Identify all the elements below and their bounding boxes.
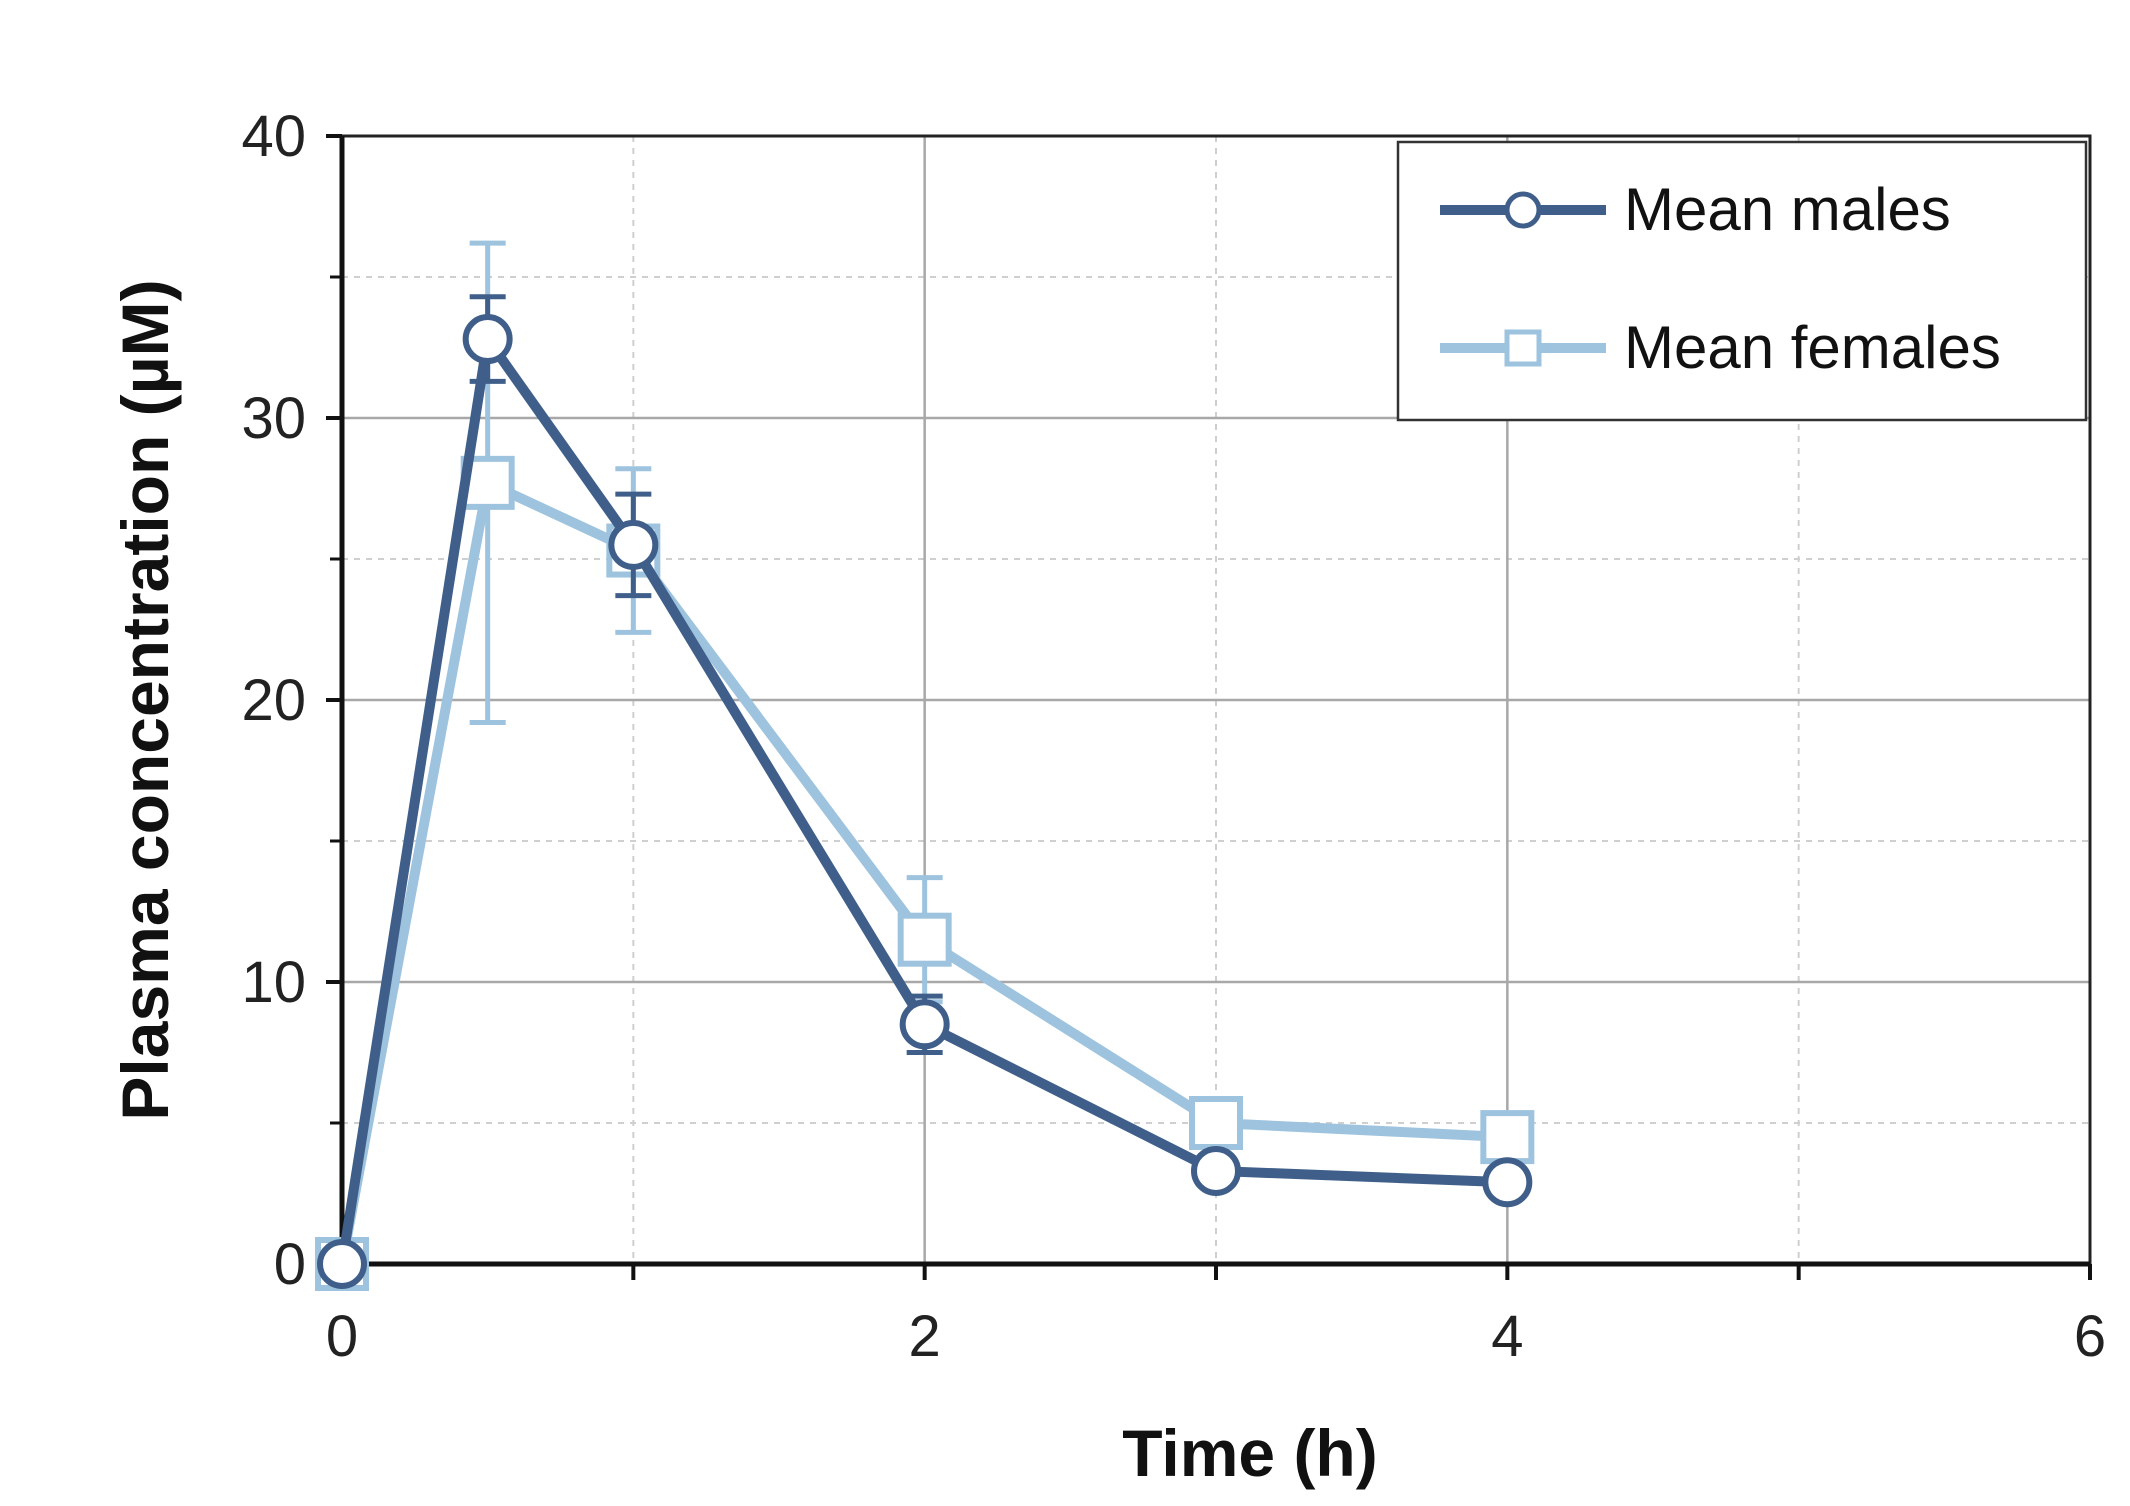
series-line xyxy=(337,477,1508,1265)
data-point-square xyxy=(1189,1096,1243,1150)
series-males xyxy=(317,294,1533,1289)
y-tick-label: 20 xyxy=(241,668,306,733)
x-tick-label: 6 xyxy=(2074,1304,2106,1369)
x-tick-label: 4 xyxy=(1491,1304,1523,1369)
y-tick-label: 10 xyxy=(241,950,306,1015)
legend-marker-females xyxy=(1504,329,1542,367)
data-point-circle xyxy=(1191,1145,1241,1196)
y-tick-label: 40 xyxy=(241,104,306,169)
data-point-square xyxy=(460,455,515,510)
data-point-circle xyxy=(899,999,950,1050)
legend: Mean males Mean females xyxy=(1396,140,2088,422)
data-point-square xyxy=(1480,1110,1535,1165)
data-point-circle xyxy=(608,519,659,570)
x-tick-label: 2 xyxy=(909,1304,941,1369)
y-tick-label: 30 xyxy=(241,386,306,451)
series-line xyxy=(337,334,1508,1265)
x-axis-title: Time (h) xyxy=(1122,1416,1377,1490)
data-point-square xyxy=(897,912,952,967)
x-tick-label: 0 xyxy=(326,1304,358,1369)
axes: 0 2 4 6 0 10 20 30 40 xyxy=(241,104,2106,1369)
legend-label-females: Mean females xyxy=(1624,314,2001,381)
data-point-circle xyxy=(317,1239,367,1289)
legend-label-males: Mean males xyxy=(1624,176,1951,243)
y-tick-label: 0 xyxy=(274,1232,306,1297)
data-point-circle xyxy=(1482,1157,1533,1208)
data-point-circle xyxy=(462,314,513,365)
data-series xyxy=(315,240,1535,1291)
legend-box xyxy=(1396,140,2088,422)
legend-marker-males xyxy=(1504,191,1542,229)
y-axis-title: Plasma concentration (µM) xyxy=(108,279,182,1120)
